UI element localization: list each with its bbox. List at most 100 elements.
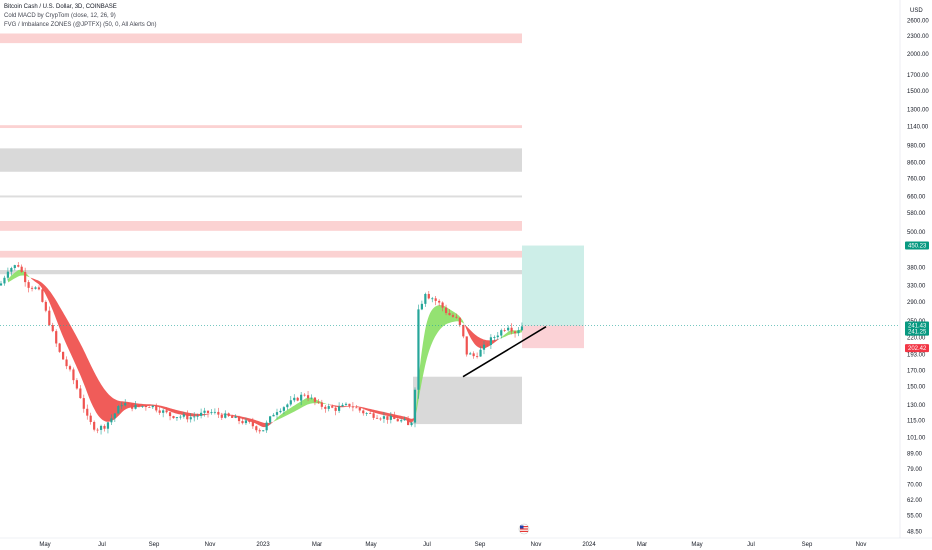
us-flag-icon[interactable]: [518, 523, 530, 535]
candle-bearish: [393, 415, 396, 420]
candle-bullish: [341, 404, 344, 407]
candle-bullish: [175, 417, 179, 419]
legend-symbol[interactable]: Bitcoin Cash / U.S. Dollar, 3D, COINBASE: [4, 4, 117, 10]
candle-bullish: [517, 330, 520, 334]
candle-bullish: [141, 405, 144, 407]
candle-bearish: [51, 325, 54, 332]
y-tick-label: 2600.00: [907, 19, 929, 25]
candle-bearish: [168, 412, 172, 417]
candle-bearish: [248, 420, 251, 422]
candle-bullish: [262, 430, 265, 432]
candle-bearish: [386, 416, 389, 420]
candle-bullish: [244, 420, 248, 424]
x-tick-label: Nov: [205, 542, 216, 548]
candle-bearish: [144, 405, 147, 408]
candle-bullish: [282, 407, 285, 411]
candle-bearish: [513, 331, 517, 334]
y-tick-label: 55.00: [907, 513, 923, 519]
price-tag: [905, 241, 929, 250]
candle-bearish: [303, 394, 306, 396]
candle-bullish: [6, 271, 9, 278]
candle-bullish: [182, 414, 185, 417]
candle-bearish: [137, 404, 141, 407]
y-tick-label: 130.00: [907, 403, 926, 409]
y-tick-label: 1700.00: [907, 73, 929, 79]
candle-bullish: [310, 397, 313, 399]
currency-label[interactable]: USD: [910, 8, 923, 14]
candle-bullish: [382, 416, 386, 419]
candle-bearish: [172, 416, 175, 419]
candle-bearish: [462, 324, 465, 337]
long-position-tool[interactable]: [522, 245, 584, 349]
candle-bullish: [124, 403, 127, 406]
candle-bullish: [265, 422, 268, 431]
price-tag-label: 241.43: [908, 324, 927, 330]
y-tick-label: 79.00: [907, 467, 923, 473]
candle-bullish: [113, 413, 116, 419]
candle-bearish: [486, 344, 489, 346]
candle-bearish: [251, 421, 254, 427]
candle-bullish: [0, 283, 3, 286]
candle-bearish: [472, 353, 475, 357]
candle-bearish: [206, 410, 210, 413]
candle-bullish: [420, 303, 423, 310]
candle-bullish: [479, 349, 482, 357]
position-target-zone[interactable]: [522, 245, 584, 326]
legend-indicator-fvg[interactable]: FVG / Imbalance ZONES (@JPTFX) (50, 0, A…: [4, 22, 157, 28]
candle-bullish: [410, 422, 413, 426]
x-tick-label: Nov: [856, 542, 867, 548]
candle-bearish: [20, 266, 23, 272]
x-tick-label: Mar: [637, 542, 647, 548]
candle-bullish: [106, 422, 110, 429]
y-tick-label: 1300.00: [907, 107, 929, 113]
candle-bullish: [279, 410, 282, 413]
y-tick-label: 193.00: [907, 352, 926, 358]
candle-bullish: [489, 337, 492, 345]
candle-bullish: [289, 400, 292, 405]
candle-bullish: [344, 403, 348, 405]
candle-bearish: [96, 429, 99, 431]
candle-bullish: [469, 353, 472, 355]
candle-bullish: [99, 425, 103, 430]
candle-bearish: [82, 398, 85, 409]
candle-bullish: [275, 412, 279, 415]
fvg-zone-bearish: [0, 221, 522, 231]
candle-bullish: [482, 344, 486, 350]
candle-bearish: [48, 310, 51, 326]
candle-bearish: [355, 407, 358, 409]
trendline[interactable]: [462, 326, 547, 378]
candle-bearish: [407, 419, 410, 426]
candle-bullish: [493, 337, 496, 338]
candle-bearish: [306, 395, 310, 399]
price-axis-bg[interactable]: [900, 0, 932, 550]
candle-bearish: [320, 402, 323, 407]
x-tick-label: Jul: [423, 542, 431, 548]
price-tag: [905, 321, 929, 330]
price-tag-label: 241.25: [908, 330, 927, 336]
y-tick-label: 500.00: [907, 230, 926, 236]
candle-bearish: [375, 417, 379, 419]
macd-ribbon-bullish: [415, 305, 465, 417]
position-stop-zone[interactable]: [522, 325, 584, 349]
candle-bullish: [403, 419, 406, 421]
x-tick-label: Mar: [312, 542, 322, 548]
macd-ribbon-bearish: [217, 413, 274, 428]
y-tick-label: 290.00: [907, 300, 926, 306]
legend-indicator-macd[interactable]: Cold MACD by CrypTom (close, 12, 26, 9): [4, 13, 116, 19]
candle-bearish: [351, 406, 354, 408]
candle-bearish: [155, 405, 158, 411]
candle-bullish: [338, 406, 341, 411]
candle-bullish: [189, 417, 192, 420]
y-tick-label: 62.00: [907, 498, 923, 504]
x-tick-label: Sep: [802, 542, 813, 548]
time-axis[interactable]: May Jul Sep Nov 2023 Mar May Jul Sep Nov 2024 Mar Ma…: [39, 542, 866, 548]
y-tick-label: 2300.00: [907, 34, 929, 40]
x-tick-label: Nov: [531, 542, 542, 548]
y-tick-label: 330.00: [907, 283, 926, 289]
candle-bearish: [258, 430, 261, 432]
candle-bullish: [400, 420, 403, 422]
candle-bullish: [417, 309, 420, 390]
x-tick-label: May: [691, 542, 702, 548]
candle-bearish: [65, 359, 68, 367]
